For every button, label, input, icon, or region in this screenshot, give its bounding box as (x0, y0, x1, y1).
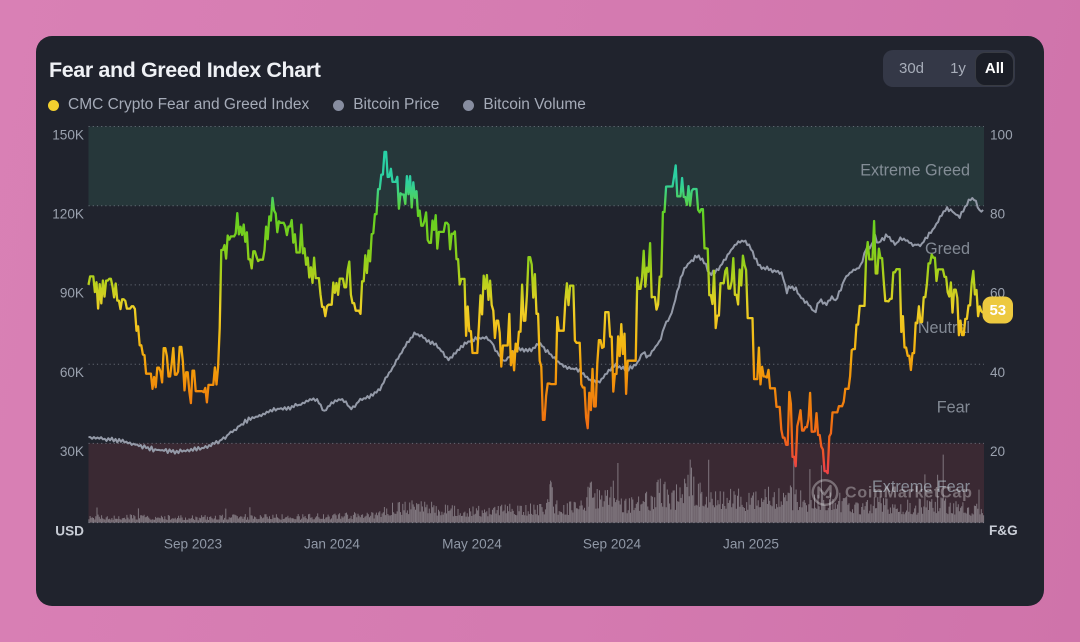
svg-text:F&G: F&G (989, 523, 1018, 538)
svg-text:Jan 2025: Jan 2025 (723, 537, 779, 552)
svg-text:100: 100 (990, 127, 1013, 142)
svg-text:Neutral: Neutral (918, 319, 970, 337)
svg-text:20: 20 (990, 444, 1006, 459)
svg-text:90K: 90K (60, 286, 84, 301)
svg-text:30K: 30K (60, 444, 84, 459)
svg-text:120K: 120K (52, 206, 84, 221)
svg-text:Jan 2024: Jan 2024 (304, 537, 360, 552)
svg-text:USD: USD (55, 523, 84, 538)
svg-text:60K: 60K (60, 365, 84, 380)
svg-text:80: 80 (990, 206, 1006, 221)
svg-text:Greed: Greed (925, 240, 970, 258)
svg-text:40: 40 (990, 365, 1006, 380)
svg-text:53: 53 (989, 302, 1006, 319)
svg-text:Sep 2024: Sep 2024 (583, 537, 642, 552)
svg-text:Extreme Greed: Extreme Greed (860, 161, 970, 179)
svg-text:CoinMarketCap: CoinMarketCap (845, 485, 973, 502)
svg-text:Fear: Fear (937, 398, 971, 416)
svg-text:May 2024: May 2024 (442, 537, 502, 552)
svg-text:Sep 2023: Sep 2023 (164, 537, 222, 552)
svg-text:150K: 150K (52, 127, 84, 142)
svg-text:Extreme Fear: Extreme Fear (872, 478, 971, 496)
